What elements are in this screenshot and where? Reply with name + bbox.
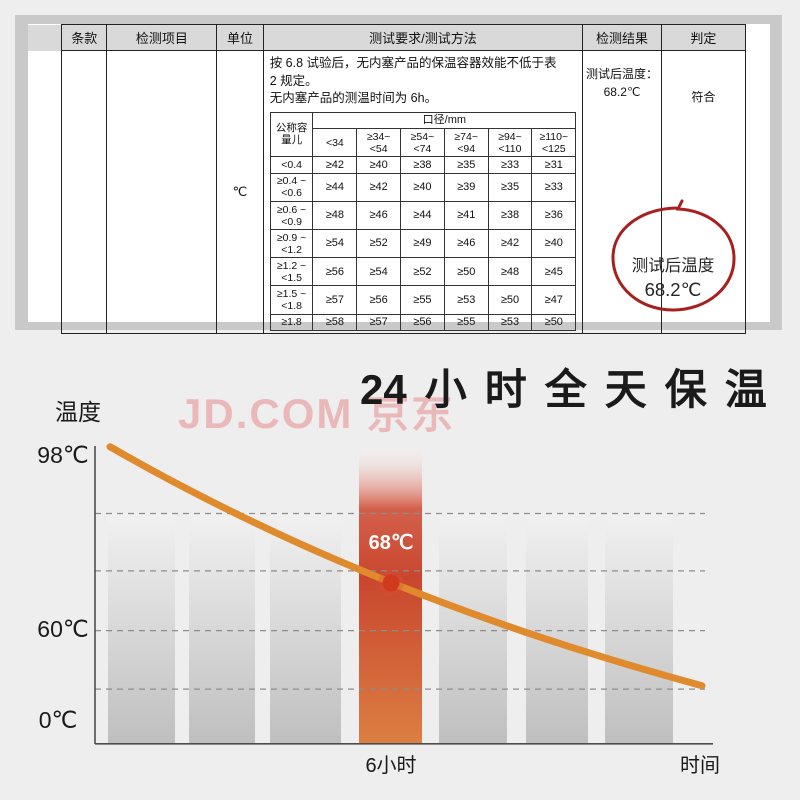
- svg-text:68℃: 68℃: [369, 532, 414, 554]
- svg-text:68.2℃: 68.2℃: [645, 279, 702, 300]
- svg-text:60℃: 60℃: [37, 616, 88, 642]
- svg-text:0℃: 0℃: [39, 707, 78, 733]
- svg-text:测试后温度: 测试后温度: [632, 256, 715, 275]
- svg-text:6小时: 6小时: [365, 754, 416, 777]
- svg-text:时间: 时间: [680, 754, 720, 777]
- svg-text:98℃: 98℃: [37, 442, 88, 468]
